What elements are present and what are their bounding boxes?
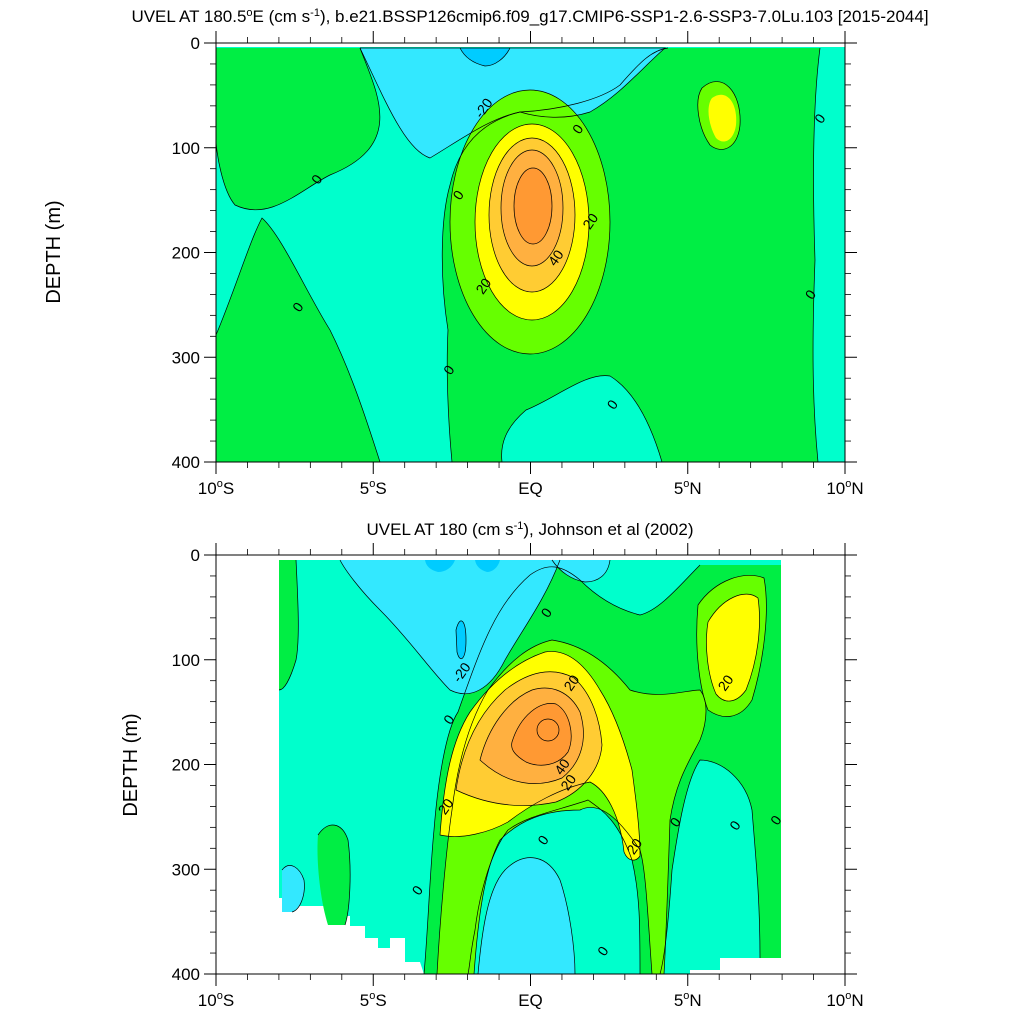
fill-level-neg30: [456, 620, 466, 659]
fill-level-neg30: [460, 48, 510, 66]
fill-level-0: [279, 560, 299, 690]
top-panel-title: UVEL AT 180.5oE (cm s-1), b.e21.BSSP126c…: [131, 7, 928, 26]
y-tick-label: 200: [172, 756, 200, 775]
y-tick-label: 0: [191, 34, 200, 53]
x-tick-label: 10oN: [826, 478, 863, 498]
fill-level-0: [216, 218, 380, 462]
x-tick-label: 10oS: [198, 478, 234, 498]
y-tick-label: 300: [172, 860, 200, 879]
fill-level-50: [536, 718, 560, 742]
y-tick-label: 0: [191, 546, 200, 565]
x-tick-label: 5oN: [674, 990, 702, 1010]
y-tick-label: 300: [172, 348, 200, 367]
bottom-panel-title: UVEL AT 180 (cm s-1), Johnson et al (200…: [367, 520, 694, 539]
bottom-panel: UVEL AT 180 (cm s-1), Johnson et al (200…: [120, 520, 864, 1010]
x-tick-label: 10oN: [826, 990, 863, 1010]
fill-level-20: [706, 594, 760, 702]
y-tick-label: 400: [172, 965, 200, 984]
y-tick-label: 100: [172, 139, 200, 158]
bottom-y-axis-label: DEPTH (m): [120, 713, 142, 816]
x-tick-label: 5oS: [360, 478, 387, 498]
bottom-contour-lines: [278, 559, 767, 974]
fill-level-neg20: [552, 560, 610, 582]
y-tick-label: 400: [172, 453, 200, 472]
fill-level-0: [216, 48, 380, 210]
top-panel: UVEL AT 180.5oE (cm s-1), b.e21.BSSP126c…: [43, 7, 929, 498]
fill-level-neg30: [475, 560, 500, 572]
y-tick-label: 200: [172, 244, 200, 263]
y-tick-label: 100: [172, 651, 200, 670]
x-tick-label: 5oS: [360, 990, 387, 1010]
x-tick-label: EQ: [518, 991, 543, 1010]
top-axes: 0 100 200 300 400 10oS 5oS EQ 5oN 10oN: [172, 31, 864, 498]
fill-level-0: [317, 824, 351, 925]
x-tick-label: 10oS: [198, 990, 234, 1010]
fill-level-20: [708, 94, 737, 142]
fill-level-neg20: [282, 865, 305, 912]
fill-level-neg20: [478, 857, 575, 974]
fill-level-neg20: [340, 560, 560, 694]
top-contour-fills: [216, 43, 845, 462]
top-y-axis-label: DEPTH (m): [43, 200, 65, 303]
bottom-axes: 0 100 200 300 400 10oS 5oS EQ 5oN 10oN: [172, 543, 864, 1010]
top-surface-gap: [216, 43, 845, 47]
fill-level-neg30: [425, 560, 455, 572]
bottom-contour-fills: [278, 559, 781, 974]
top-contour-lines: [216, 47, 821, 462]
x-tick-label: 5oN: [674, 478, 702, 498]
fill-level-50: [514, 168, 552, 244]
x-tick-label: EQ: [518, 479, 543, 498]
